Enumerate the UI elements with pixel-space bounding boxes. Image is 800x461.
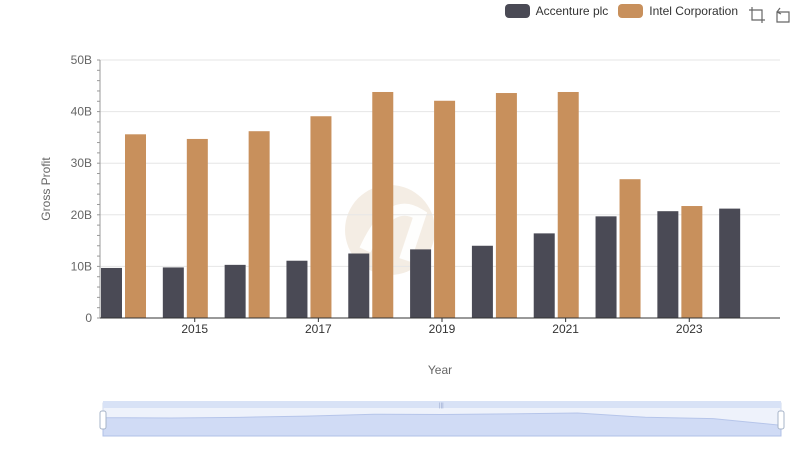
legend-swatch-intel <box>618 4 644 18</box>
zoom-top-bar[interactable] <box>103 401 781 408</box>
bar-intel-corporation-2014[interactable] <box>125 134 146 318</box>
bar-accenture-plc-2017[interactable] <box>286 260 308 318</box>
bar-accenture-plc-2015[interactable] <box>162 267 184 318</box>
legend: Accenture plc Intel Corporation <box>504 4 738 18</box>
bar-intel-corporation-2019[interactable] <box>434 100 456 318</box>
x-axis-label: Year <box>428 363 452 377</box>
x-tick-label: 2015 <box>181 322 208 336</box>
legend-item-accenture[interactable]: Accenture plc <box>504 4 609 18</box>
bar-accenture-plc-2021[interactable] <box>533 233 555 318</box>
bar-accenture-plc-2019[interactable] <box>410 249 432 318</box>
legend-item-intel[interactable]: Intel Corporation <box>618 4 738 18</box>
y-tick-label: 0 <box>85 311 92 325</box>
zoom-handle-left[interactable] <box>99 410 107 430</box>
bar-accenture-plc-2024[interactable] <box>719 208 741 318</box>
x-tick-label: 2023 <box>676 322 703 336</box>
x-tick-label: 2017 <box>305 322 332 336</box>
zoom-overview-area <box>102 412 782 437</box>
bar-intel-corporation-2016[interactable] <box>248 131 270 318</box>
legend-swatch-accenture <box>504 4 530 18</box>
bar-intel-corporation-2021[interactable] <box>557 91 579 318</box>
data-zoom-slider[interactable]: ||| <box>99 401 785 437</box>
bar-intel-corporation-2020[interactable] <box>495 93 517 318</box>
zoom-handle-right[interactable] <box>777 410 785 430</box>
y-tick-label: 10B <box>71 259 92 273</box>
y-tick-label: 20B <box>71 208 92 222</box>
x-tick-label: 2021 <box>552 322 579 336</box>
y-tick-label: 50B <box>71 53 92 67</box>
legend-label-intel: Intel Corporation <box>649 4 738 18</box>
bar-accenture-plc-2016[interactable] <box>224 264 246 318</box>
zoom-icon[interactable] <box>748 6 766 24</box>
restore-icon[interactable] <box>774 6 792 24</box>
bar-intel-corporation-2018[interactable] <box>372 91 394 318</box>
zoom-grip-icon: ||| <box>439 403 444 409</box>
bar-accenture-plc-2022[interactable] <box>595 216 617 318</box>
bar-intel-corporation-2015[interactable] <box>186 138 208 318</box>
bar-intel-corporation-2017[interactable] <box>310 116 332 318</box>
y-tick-label: 30B <box>71 156 92 170</box>
bar-intel-corporation-2022[interactable] <box>619 179 641 318</box>
x-tick-label: 2019 <box>429 322 456 336</box>
bar-intel-corporation-2023[interactable] <box>681 206 703 318</box>
bar-accenture-plc-2023[interactable] <box>657 211 679 318</box>
y-axis-label: Gross Profit <box>39 157 53 221</box>
bar-accenture-plc-2018[interactable] <box>348 253 370 319</box>
y-tick-label: 40B <box>71 105 92 119</box>
bar-accenture-plc-2020[interactable] <box>471 245 493 318</box>
bar-accenture-plc-2014[interactable] <box>101 267 122 318</box>
legend-label-accenture: Accenture plc <box>535 4 609 18</box>
